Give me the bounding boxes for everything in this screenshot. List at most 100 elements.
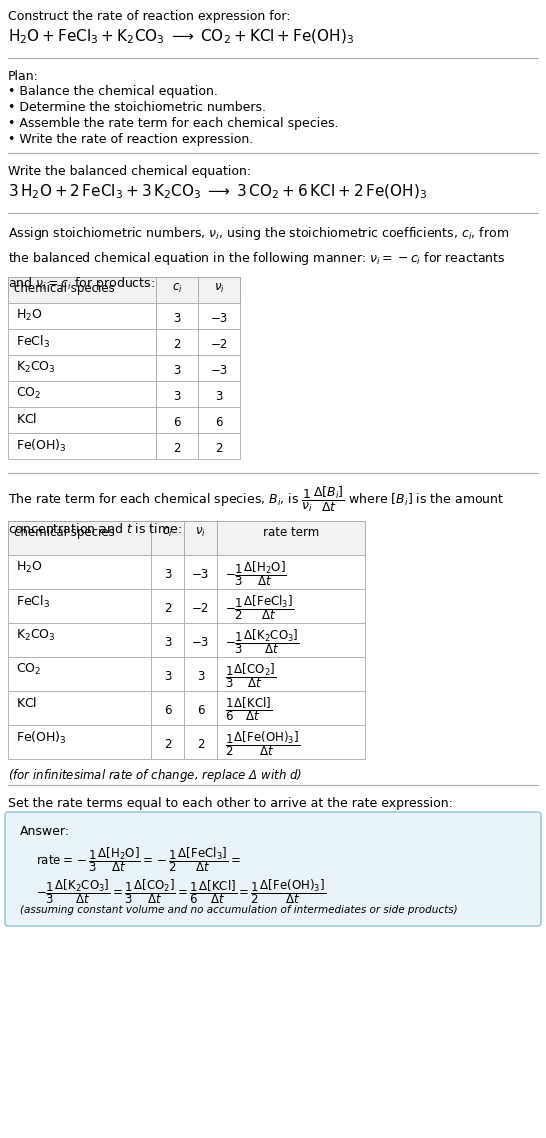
Bar [8, 589, 151, 622]
Bar [217, 691, 365, 725]
Bar [156, 329, 198, 355]
Text: • Balance the chemical equation.: • Balance the chemical equation. [8, 85, 218, 98]
Bar [151, 691, 184, 725]
Bar [8, 355, 156, 381]
Text: $\mathrm{KCl}$: $\mathrm{KCl}$ [16, 696, 37, 710]
Bar [184, 622, 217, 657]
Bar [217, 657, 365, 691]
Bar [184, 521, 217, 555]
Text: $\mathrm{KCl}$: $\mathrm{KCl}$ [16, 412, 37, 426]
Text: $\mathrm{K_2CO_3}$: $\mathrm{K_2CO_3}$ [16, 360, 56, 376]
Text: −2: −2 [192, 602, 209, 615]
Text: rate term: rate term [263, 526, 319, 539]
Text: $\mathrm{rate} = -\dfrac{1}{3}\dfrac{\Delta[\mathrm{H_2O}]}{\Delta t} = -\dfrac{: $\mathrm{rate} = -\dfrac{1}{3}\dfrac{\De… [36, 846, 241, 874]
Bar [151, 622, 184, 657]
Bar [198, 303, 240, 329]
Text: 2: 2 [173, 338, 181, 351]
Bar [184, 691, 217, 725]
Text: 3: 3 [164, 568, 171, 580]
Text: $\mathrm{Fe(OH)_3}$: $\mathrm{Fe(OH)_3}$ [16, 729, 67, 747]
Bar [151, 555, 184, 589]
Bar [8, 329, 156, 355]
Bar [184, 725, 217, 759]
Bar [156, 381, 198, 407]
Text: $-\dfrac{1}{3}\dfrac{\Delta[\mathrm{H_2O}]}{\Delta t}$: $-\dfrac{1}{3}\dfrac{\Delta[\mathrm{H_2O… [225, 559, 287, 588]
Text: (for infinitesimal rate of change, replace Δ with $d$): (for infinitesimal rate of change, repla… [8, 767, 302, 784]
Bar [156, 432, 198, 459]
Text: chemical species: chemical species [14, 526, 115, 539]
Bar [217, 521, 365, 555]
Text: (assuming constant volume and no accumulation of intermediates or side products): (assuming constant volume and no accumul… [20, 905, 458, 915]
Text: Construct the rate of reaction expression for:: Construct the rate of reaction expressio… [8, 10, 290, 23]
Bar [217, 622, 365, 657]
Text: $\mathrm{H_2O}$: $\mathrm{H_2O}$ [16, 308, 43, 323]
Text: The rate term for each chemical species, $B_i$, is $\dfrac{1}{\nu_i}\dfrac{\Delt: The rate term for each chemical species,… [8, 485, 505, 536]
Text: $c_i$: $c_i$ [162, 526, 173, 539]
Text: • Write the rate of reaction expression.: • Write the rate of reaction expression. [8, 133, 253, 146]
Bar [198, 381, 240, 407]
Bar [198, 432, 240, 459]
Bar [8, 277, 240, 303]
Bar [8, 277, 156, 303]
Text: Assign stoichiometric numbers, $\nu_i$, using the stoichiometric coefficients, $: Assign stoichiometric numbers, $\nu_i$, … [8, 225, 509, 291]
Bar [156, 355, 198, 381]
Bar [184, 657, 217, 691]
Text: −3: −3 [210, 312, 228, 324]
Text: $\mathrm{FeCl_3}$: $\mathrm{FeCl_3}$ [16, 333, 50, 351]
Text: $\mathrm{3\,H_2O + 2\,FeCl_3 + 3\,K_2CO_3 \;\longrightarrow\; 3\,CO_2 + 6\,KCl +: $\mathrm{3\,H_2O + 2\,FeCl_3 + 3\,K_2CO_… [8, 183, 428, 201]
Bar [8, 432, 156, 459]
Bar [151, 589, 184, 622]
Text: $\mathrm{FeCl_3}$: $\mathrm{FeCl_3}$ [16, 594, 50, 610]
Text: Plan:: Plan: [8, 71, 39, 83]
Text: $\nu_i$: $\nu_i$ [195, 526, 206, 539]
Text: • Assemble the rate term for each chemical species.: • Assemble the rate term for each chemic… [8, 117, 339, 130]
Text: $\mathrm{H_2O + FeCl_3 + K_2CO_3 \;\longrightarrow\; CO_2 + KCl + Fe(OH)_3}$: $\mathrm{H_2O + FeCl_3 + K_2CO_3 \;\long… [8, 28, 354, 47]
Text: $\dfrac{1}{2}\dfrac{\Delta[\mathrm{Fe(OH)_3}]}{\Delta t}$: $\dfrac{1}{2}\dfrac{\Delta[\mathrm{Fe(OH… [225, 729, 300, 758]
Text: 3: 3 [173, 312, 181, 324]
Bar [198, 355, 240, 381]
Bar [198, 407, 240, 432]
Bar [198, 329, 240, 355]
Bar [8, 521, 365, 555]
Text: 6: 6 [173, 415, 181, 429]
Text: 2: 2 [215, 442, 223, 454]
Text: 3: 3 [197, 669, 204, 683]
Bar [151, 725, 184, 759]
Text: • Determine the stoichiometric numbers.: • Determine the stoichiometric numbers. [8, 101, 266, 114]
Bar [151, 521, 184, 555]
Bar [156, 277, 198, 303]
Text: 3: 3 [173, 389, 181, 403]
Text: 6: 6 [215, 415, 223, 429]
Text: −3: −3 [192, 568, 209, 580]
Text: 6: 6 [197, 703, 204, 717]
Text: $\dfrac{1}{3}\dfrac{\Delta[\mathrm{CO_2}]}{\Delta t}$: $\dfrac{1}{3}\dfrac{\Delta[\mathrm{CO_2}… [225, 661, 276, 690]
Text: $\mathrm{CO_2}$: $\mathrm{CO_2}$ [16, 662, 41, 677]
Bar [8, 521, 151, 555]
Text: Answer:: Answer: [20, 825, 70, 838]
Text: Write the balanced chemical equation:: Write the balanced chemical equation: [8, 165, 251, 178]
Text: $\mathrm{Fe(OH)_3}$: $\mathrm{Fe(OH)_3}$ [16, 438, 67, 454]
Bar [8, 407, 156, 432]
FancyBboxPatch shape [5, 813, 541, 926]
Text: $\mathrm{H_2O}$: $\mathrm{H_2O}$ [16, 560, 43, 575]
Bar [8, 381, 156, 407]
Text: 3: 3 [164, 669, 171, 683]
Text: $\mathrm{CO_2}$: $\mathrm{CO_2}$ [16, 386, 41, 401]
Bar [198, 277, 240, 303]
Bar [8, 691, 151, 725]
Bar [151, 657, 184, 691]
Text: −3: −3 [210, 363, 228, 377]
Text: 6: 6 [164, 703, 171, 717]
Bar [184, 589, 217, 622]
Text: chemical species: chemical species [14, 282, 115, 295]
Bar [8, 303, 156, 329]
Bar [217, 589, 365, 622]
Text: Set the rate terms equal to each other to arrive at the rate expression:: Set the rate terms equal to each other t… [8, 797, 453, 810]
Text: $-\dfrac{1}{3}\dfrac{\Delta[\mathrm{K_2CO_3}]}{\Delta t} = \dfrac{1}{3}\dfrac{\D: $-\dfrac{1}{3}\dfrac{\Delta[\mathrm{K_2C… [36, 877, 326, 906]
Text: −2: −2 [210, 338, 228, 351]
Text: $-\dfrac{1}{3}\dfrac{\Delta[\mathrm{K_2CO_3}]}{\Delta t}$: $-\dfrac{1}{3}\dfrac{\Delta[\mathrm{K_2C… [225, 627, 300, 655]
Bar [8, 657, 151, 691]
Bar [217, 725, 365, 759]
Text: 2: 2 [164, 602, 171, 615]
Text: 2: 2 [173, 442, 181, 454]
